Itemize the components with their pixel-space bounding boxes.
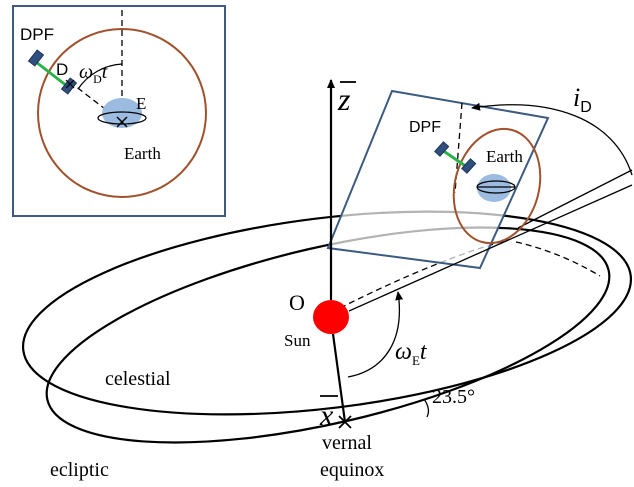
omega-e-t-label: ωEt [395,339,428,368]
plane-tether [441,148,468,169]
plane-satellite-d [461,158,477,174]
dashed-right-arc [515,241,601,277]
x-axis [331,333,347,423]
tilt-angle-arc [423,398,430,418]
plane-dpf-label: DPF [409,119,441,136]
inset-center-cross-b [116,116,128,128]
plane-satellite-dpf [434,141,450,157]
equinox-cross-b [338,415,352,429]
omega-e-arc [347,291,404,378]
main-diagram: z O Sun ωEt celestial ecliptic 23.5° x v… [21,79,633,481]
plane-orbit-circle [452,127,542,245]
vernal-label: vernal [322,432,372,454]
z-axis-label: z [337,81,351,117]
inset-satellite-dpf [27,49,45,67]
inset-label-e: E [136,94,146,113]
origin-label: O [289,290,305,315]
orbit-plane-frame [326,89,550,270]
equinox-label: equinox [320,459,384,481]
sun-earth-line [348,184,633,312]
inset-satellite-mark-b [65,79,75,89]
inset-label-dpf: DPF [20,25,54,44]
inclination-label: iD [573,83,592,116]
inset-label-omega-d-t: ωDt [79,61,108,86]
inclination-line [517,169,633,229]
plane-earth-label: Earth [486,147,523,166]
celestial-label: celestial [105,368,171,390]
inset-panel: DPF D ωDt E Earth [12,5,226,217]
ecliptic-ellipse [21,210,633,416]
inset-earth-equator [97,111,147,125]
x-axis-label: x [319,399,334,432]
sun [313,300,349,334]
inset-tether [35,60,68,88]
inset-label-d: D [56,60,68,79]
tilt-angle-label: 23.5° [432,386,475,408]
plane-earth-globe [477,174,511,202]
inclination-arc [471,102,633,176]
inset-earth-globe [102,98,142,128]
inset-orbit-circle [37,28,207,198]
inset-label-earth: Earth [124,144,161,163]
celestial-ellipse [45,226,611,444]
ecliptic-label: ecliptic [50,459,109,481]
sun-label: Sun [284,331,311,350]
inset-angle-arc [77,63,123,90]
